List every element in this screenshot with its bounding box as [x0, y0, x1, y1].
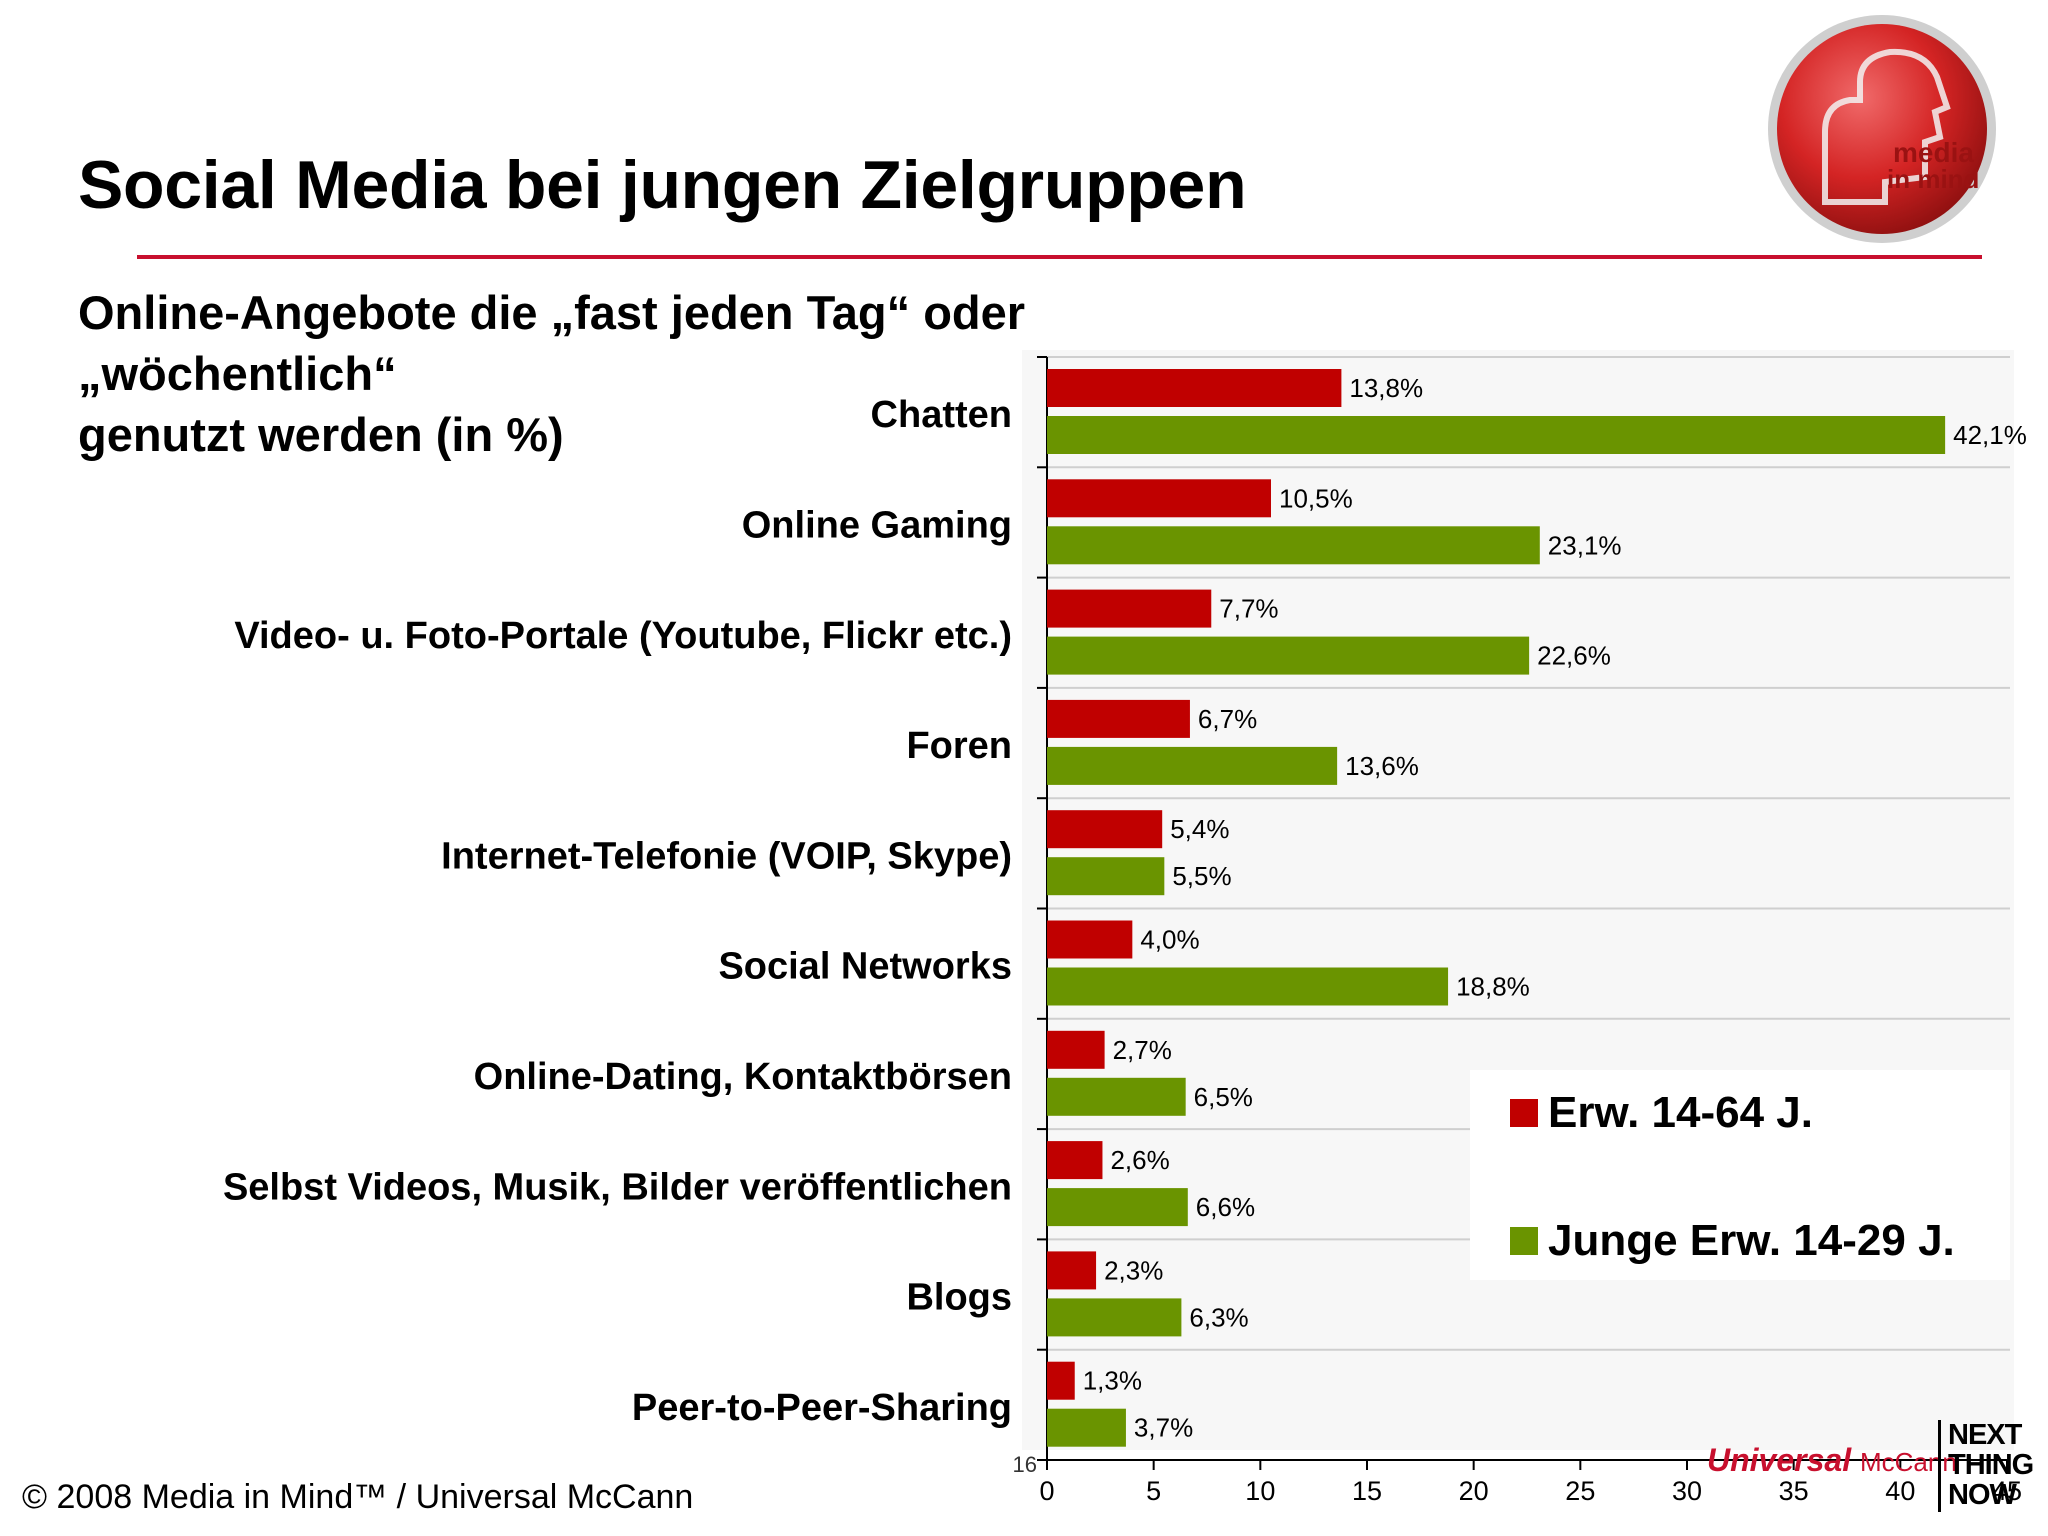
x-tick-label: 30 [1672, 1476, 1702, 1506]
category-label: Video- u. Foto-Portale (Youtube, Flickr … [234, 615, 1012, 657]
data-label: 5,4% [1170, 814, 1229, 844]
tagline-thing: THING [1948, 1449, 2034, 1481]
x-tick-label: 40 [1885, 1476, 1915, 1506]
x-tick-label: 15 [1352, 1476, 1382, 1506]
page-number: 16 [1013, 1452, 1037, 1477]
bar-junge-erw [1047, 526, 1540, 565]
data-label: 23,1% [1548, 530, 1622, 560]
bar-erw [1047, 479, 1271, 518]
bar-erw [1047, 699, 1190, 738]
category-label: Chatten [871, 394, 1012, 436]
category-label: Online Gaming [742, 504, 1012, 546]
data-label: 7,7% [1219, 594, 1278, 624]
legend-swatch-red [1510, 1099, 1538, 1127]
bar-erw [1047, 369, 1342, 407]
data-label: 6,5% [1194, 1082, 1253, 1112]
category-label: Online-Dating, Kontaktbörsen [474, 1056, 1012, 1098]
bar-junge-erw [1047, 416, 1946, 454]
x-tick-label: 10 [1245, 1476, 1275, 1506]
brand-mccann: McCann [1859, 1447, 1957, 1477]
bar-erw [1047, 589, 1212, 628]
category-label: Selbst Videos, Musik, Bilder veröffentli… [223, 1166, 1012, 1208]
x-tick-label: 25 [1565, 1476, 1595, 1506]
bar-junge-erw [1047, 1077, 1186, 1116]
category-label: Foren [906, 725, 1012, 767]
data-label: 13,6% [1345, 751, 1419, 781]
bar-junge-erw [1047, 857, 1165, 896]
brand-universal: Universal [1707, 1442, 1852, 1478]
legend-item-erw: Erw. 14-64 J. [1510, 1088, 1813, 1138]
bar-erw [1047, 1141, 1103, 1180]
universal-mccann-logo: Universal McCann [1707, 1442, 1957, 1479]
x-tick-label: 0 [1039, 1476, 1054, 1506]
data-label: 1,3% [1083, 1366, 1142, 1396]
subtitle-line-1: Online-Angebote die „fast jeden Tag“ ode… [78, 286, 1026, 339]
bar-erw [1047, 810, 1163, 849]
logo-text-media: media [1893, 137, 1974, 168]
category-label: Internet-Telefonie (VOIP, Skype) [441, 835, 1012, 877]
copyright-footer: © 2008 Media in Mind™ / Universal McCann [22, 1478, 694, 1516]
data-label: 42,1% [1953, 420, 2027, 450]
legend-item-junge-erw: Junge Erw. 14-29 J. [1510, 1216, 1955, 1266]
bar-erw [1047, 1361, 1075, 1400]
data-label: 10,5% [1279, 483, 1353, 513]
chart-legend: Erw. 14-64 J. Junge Erw. 14-29 J. [1470, 1070, 2010, 1280]
data-label: 3,7% [1134, 1413, 1193, 1443]
x-tick-label: 45 [1992, 1476, 2022, 1506]
bar-erw [1047, 1251, 1097, 1290]
media-in-mind-logo: media in mind [1768, 15, 1996, 243]
data-label: 4,0% [1140, 925, 1199, 955]
legend-swatch-green [1510, 1227, 1538, 1255]
subtitle-line-3: genutzt werden (in %) [78, 408, 564, 461]
tagline-now: NOW [1948, 1479, 2017, 1511]
bar-junge-erw [1047, 1188, 1188, 1227]
x-tick-label: 35 [1779, 1476, 1809, 1506]
data-label: 6,3% [1189, 1302, 1248, 1332]
bar-junge-erw [1047, 1298, 1182, 1337]
bar-erw [1047, 920, 1133, 959]
next-thing-now-logo: NEXT THING NOW [1948, 1419, 2034, 1511]
tagline-next: NEXT [1948, 1419, 2022, 1451]
legend-label-junge-erw: Junge Erw. 14-29 J. [1548, 1216, 1955, 1265]
category-label: Peer-to-Peer-Sharing [632, 1387, 1012, 1429]
bar-junge-erw [1047, 967, 1449, 1006]
data-label: 18,8% [1456, 972, 1530, 1002]
title-divider [137, 255, 1982, 259]
data-label: 6,7% [1198, 704, 1257, 734]
data-label: 2,6% [1110, 1145, 1169, 1175]
data-label: 2,7% [1113, 1035, 1172, 1065]
chart-subtitle: Online-Angebote die „fast jeden Tag“ ode… [78, 282, 1025, 465]
data-label: 22,6% [1537, 641, 1611, 671]
bar-erw [1047, 1030, 1105, 1069]
bar-junge-erw [1047, 1408, 1126, 1447]
data-label: 2,3% [1104, 1255, 1163, 1285]
data-label: 13,8% [1349, 373, 1423, 403]
data-label: 5,5% [1172, 861, 1231, 891]
tagline-divider [1938, 1420, 1941, 1512]
category-label: Social Networks [718, 946, 1012, 988]
x-tick-label: 5 [1146, 1476, 1161, 1506]
subtitle-line-2: „wöchentlich“ [78, 347, 397, 400]
x-tick-label: 20 [1459, 1476, 1489, 1506]
category-label: Blogs [906, 1277, 1012, 1319]
data-label: 6,6% [1196, 1192, 1255, 1222]
slide-title: Social Media bei jungen Zielgruppen [78, 147, 1247, 223]
legend-label-erw: Erw. 14-64 J. [1548, 1088, 1813, 1137]
bar-junge-erw [1047, 636, 1530, 675]
logo-text-in-mind: in mind [1887, 164, 1979, 194]
bar-junge-erw [1047, 746, 1338, 785]
